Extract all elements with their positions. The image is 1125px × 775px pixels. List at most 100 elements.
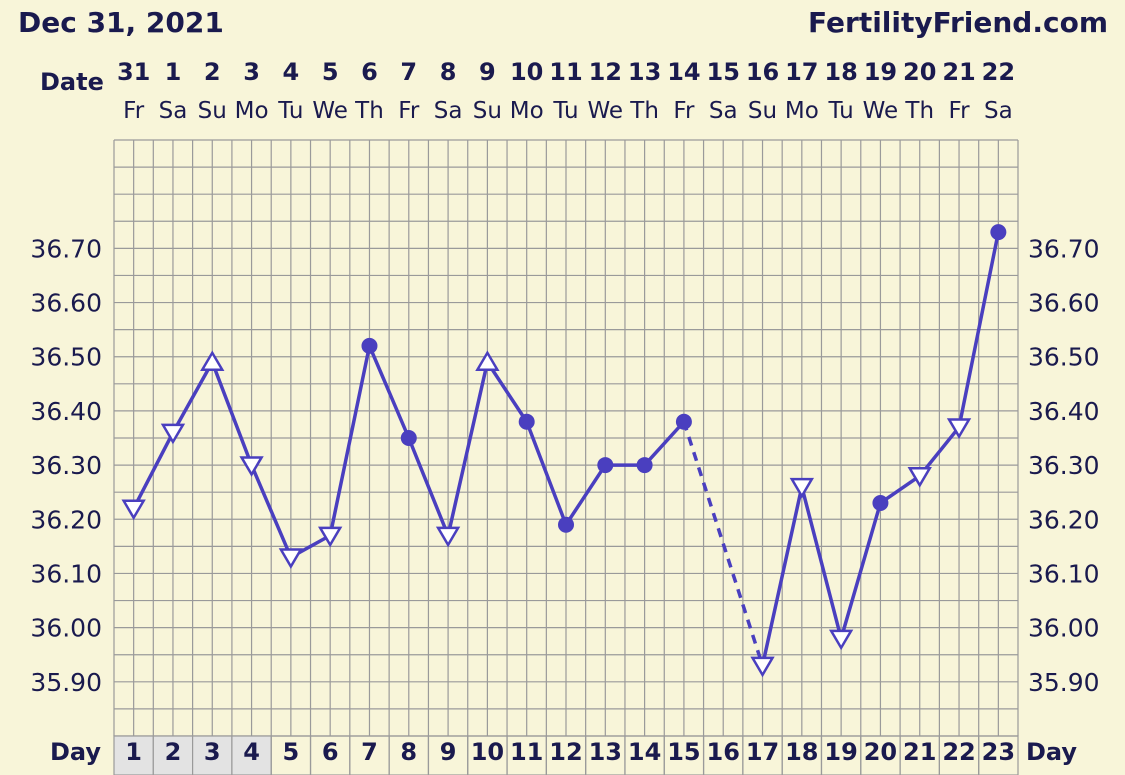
weekday-label: Mo <box>510 98 544 124</box>
temperature-series <box>121 224 1007 678</box>
y-tick-label-left: 36.10 <box>30 559 102 588</box>
cycle-day-label: 11 <box>510 738 543 766</box>
weekday-label: Fr <box>398 98 420 124</box>
cycle-day-label: 10 <box>471 738 504 766</box>
series-line-segment <box>249 463 293 559</box>
data-point <box>361 337 378 354</box>
chart-grid <box>113 139 1019 737</box>
series-line-segment <box>367 344 411 440</box>
series-line-segment <box>407 436 450 538</box>
series-line-segment <box>210 360 254 467</box>
y-tick-label-right: 36.20 <box>1028 505 1100 534</box>
y-tick-label-left: 36.70 <box>30 234 102 263</box>
data-point <box>990 224 1007 241</box>
data-point <box>636 457 653 474</box>
weekday-label: Su <box>198 98 227 124</box>
series-line-segment <box>485 360 529 424</box>
cycle-day-label: 18 <box>785 738 818 766</box>
weekday-label: Fr <box>673 98 695 124</box>
cycle-day-label: 15 <box>667 738 700 766</box>
cycle-day-label: 4 <box>243 738 260 766</box>
cycle-day-label: 23 <box>982 738 1015 766</box>
data-point-triangle-down <box>907 467 932 488</box>
y-tick-label-right: 36.70 <box>1028 234 1100 263</box>
date-label: 12 <box>589 58 622 86</box>
weekday-label: Su <box>473 98 502 124</box>
data-point-triangle-up <box>200 350 225 372</box>
series-line-segment <box>642 419 686 467</box>
date-label: 13 <box>628 58 661 86</box>
y-tick-label-right: 36.30 <box>1028 451 1100 480</box>
y-tick-label-right: 36.50 <box>1028 343 1100 372</box>
weekday-label: Th <box>904 98 934 124</box>
weekday-label: Tu <box>552 98 578 124</box>
data-point-triangle-down <box>828 629 854 651</box>
date-label: 19 <box>864 58 897 86</box>
weekday-label: We <box>312 98 348 124</box>
cycle-day-label: 17 <box>746 738 779 766</box>
series-line-segment <box>800 485 843 641</box>
weekday-label: Sa <box>434 98 463 124</box>
cycle-day-cell <box>113 735 154 775</box>
data-point-triangle-down <box>121 499 146 521</box>
cycle-day-label: 1 <box>125 738 142 766</box>
series-line-segment <box>524 419 568 527</box>
day-row-label-left: Day <box>50 738 101 766</box>
data-point-triangle-down <box>160 423 186 445</box>
series-line-segment <box>328 344 372 538</box>
series-line-segment <box>839 501 883 641</box>
cycle-day-label: 21 <box>903 738 936 766</box>
y-tick-label-right: 35.90 <box>1028 668 1100 697</box>
weekday-label: Sa <box>984 98 1013 124</box>
data-point <box>558 516 574 533</box>
y-tick-label-left: 36.30 <box>30 451 102 480</box>
weekday-label: Mo <box>235 98 269 124</box>
cycle-day-label: 8 <box>400 738 417 766</box>
series-line-segment <box>957 230 1001 429</box>
cycle-day-label: 9 <box>440 738 457 766</box>
date-label: 7 <box>400 58 417 86</box>
date-label: 11 <box>549 58 582 86</box>
cycle-day-label: 16 <box>707 738 740 766</box>
data-point-triangle-down <box>750 656 775 678</box>
data-point-triangle-down <box>278 548 304 570</box>
date-label: 15 <box>707 58 740 86</box>
series-line-segment <box>760 485 804 668</box>
date-label: 8 <box>440 58 457 86</box>
cycle-day-label: 22 <box>942 738 975 766</box>
date-label: 1 <box>165 58 182 86</box>
date-label: 20 <box>903 58 936 86</box>
y-tick-label-right: 36.60 <box>1028 289 1100 318</box>
temperature-axes: 36.70 36.70 36.60 36.60 36.50 36.50 36.40 36.40… <box>30 234 1099 696</box>
y-tick-label-right: 36.40 <box>1028 397 1100 426</box>
y-tick-label-left: 36.50 <box>30 343 102 372</box>
y-tick-label-right: 36.10 <box>1028 559 1100 588</box>
chart-date-title: Dec 31, 2021 <box>18 6 224 39</box>
date-label: 22 <box>982 58 1015 86</box>
series-line-segment <box>446 360 490 538</box>
data-point-triangle-down <box>435 526 461 548</box>
date-label: 2 <box>204 58 221 86</box>
cycle-day-label: 2 <box>165 738 182 766</box>
weekday-label: Fr <box>949 98 971 124</box>
data-point-triangle-down <box>946 418 972 439</box>
date-label: 6 <box>361 58 378 86</box>
day-row-label-right: Day <box>1026 738 1077 766</box>
cycle-day-label: 19 <box>824 738 857 766</box>
date-label: 31 <box>117 58 150 86</box>
date-label: 14 <box>667 58 700 86</box>
data-point-triangle-down <box>789 477 815 499</box>
date-label: 4 <box>283 58 300 86</box>
data-point <box>872 495 889 512</box>
weekday-label: Sa <box>159 98 188 124</box>
cycle-day-row: 1 2 3 4 5 6 7 8 9 10 11 12 13 14 15 16 17 18 19 20 21 22 23 <box>113 735 1019 775</box>
y-tick-label-left: 35.90 <box>30 668 102 697</box>
data-point-triangle-down <box>239 456 264 477</box>
y-tick-label-right: 36.00 <box>1028 614 1100 643</box>
site-name: FertilityFriend.com <box>808 6 1108 39</box>
weekday-label: Th <box>354 98 384 124</box>
y-tick-label-left: 36.20 <box>30 505 102 534</box>
series-line-dashed <box>682 421 765 667</box>
y-tick-label-left: 36.60 <box>30 289 102 318</box>
